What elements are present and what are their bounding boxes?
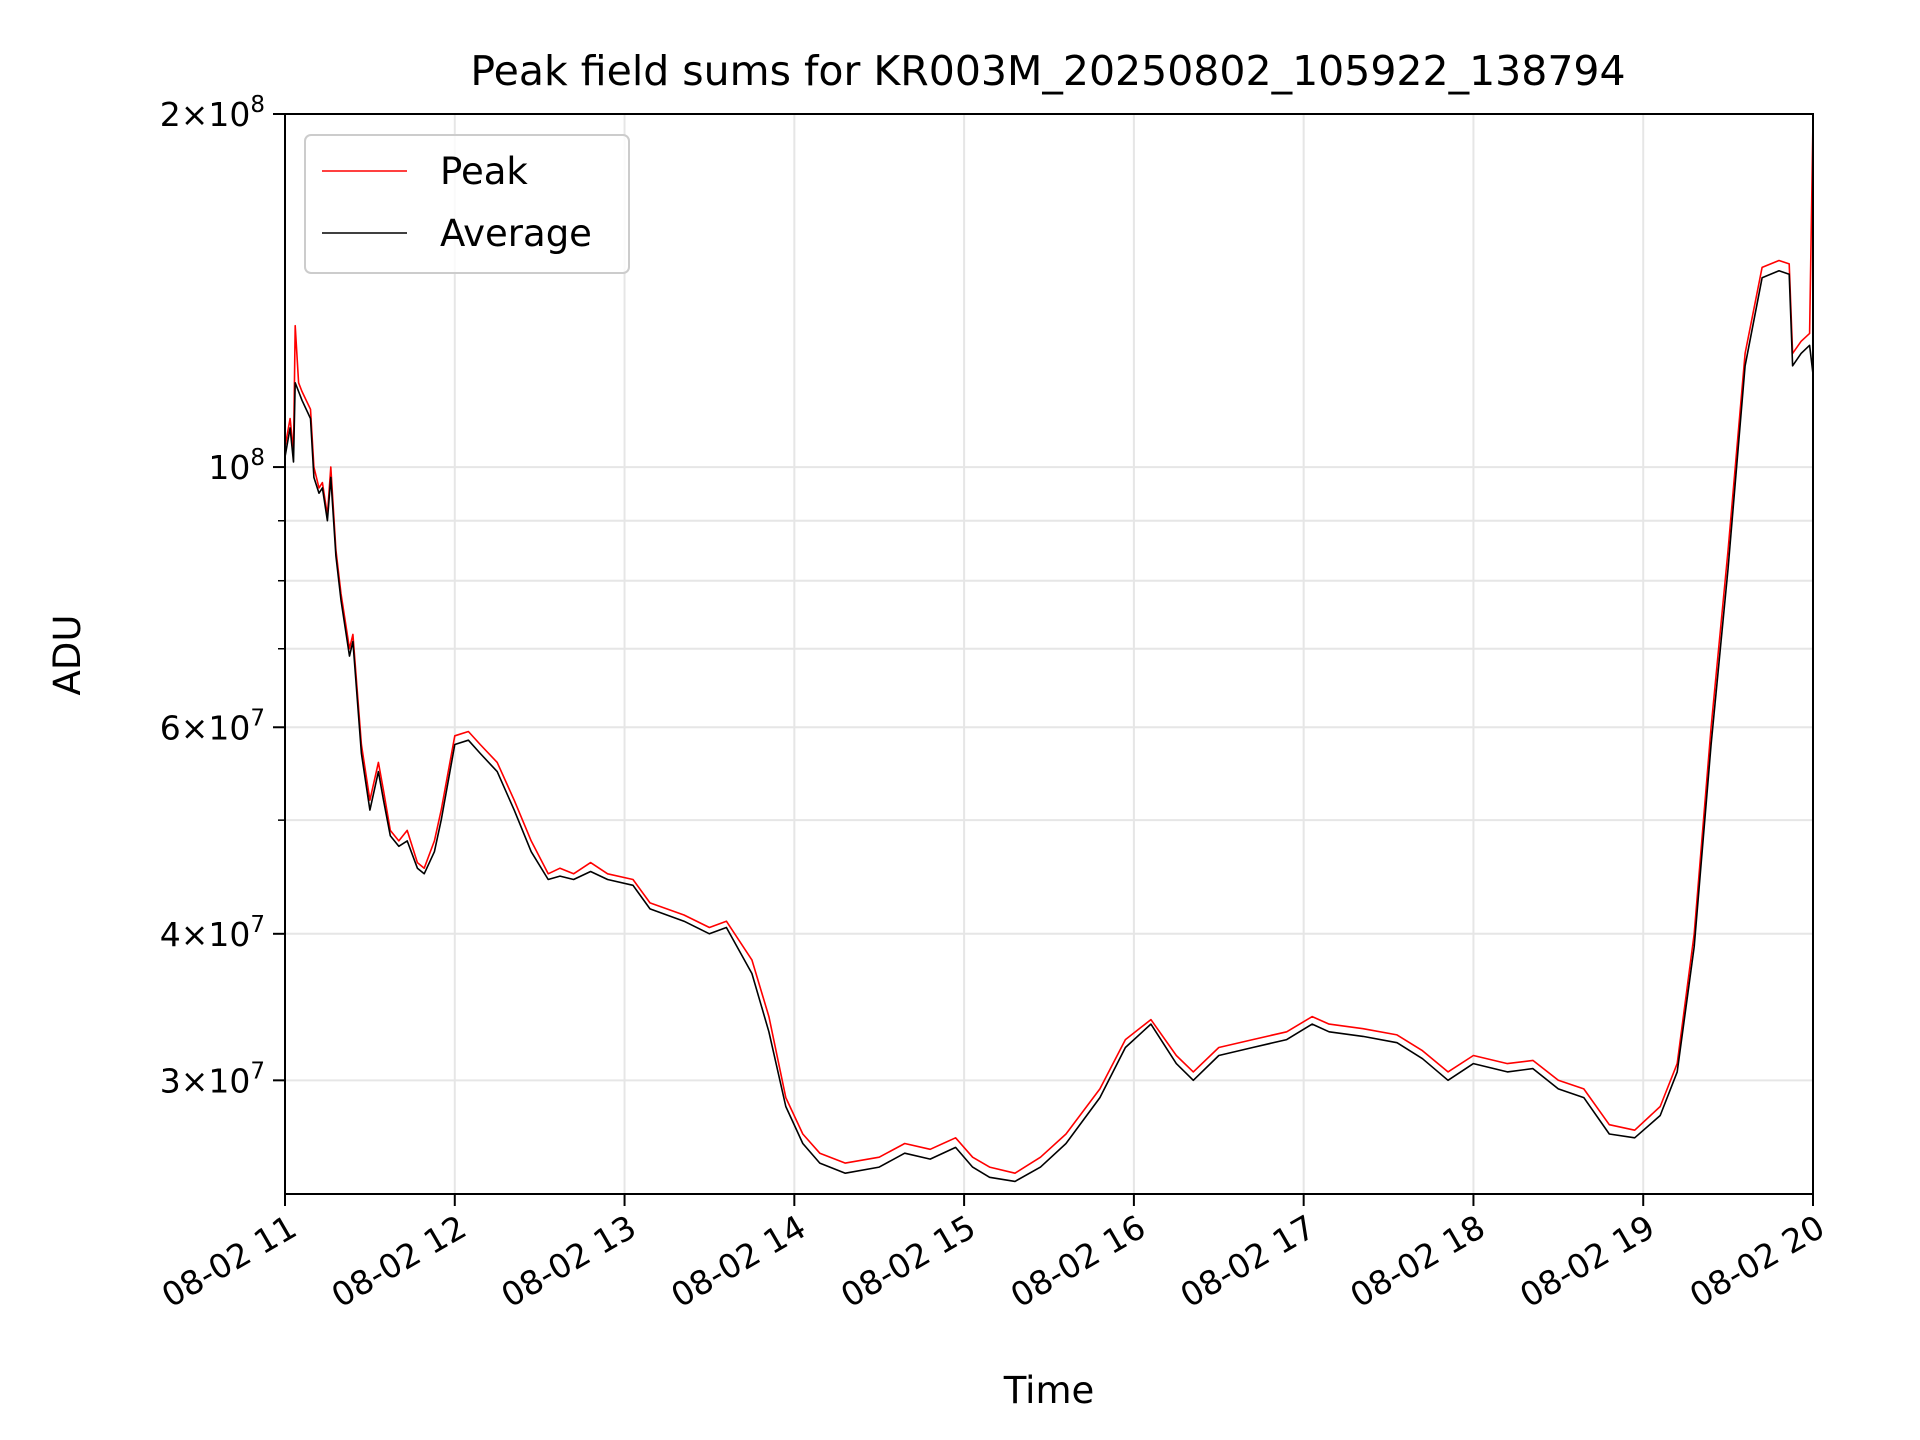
chart-title: Peak field sums for KR003M_20250802_1059… — [470, 47, 1625, 95]
y-tick-label: 3×107 — [160, 1058, 265, 1100]
y-axis-label: ADU — [46, 615, 89, 696]
y-tick-label: 6×107 — [160, 705, 265, 747]
legend-box — [304, 134, 630, 274]
y-tick-label: 2×108 — [160, 92, 265, 134]
legend: Peak Average — [304, 134, 630, 274]
plot-frame — [284, 113, 1814, 1195]
legend-label-average: Average — [440, 212, 592, 255]
legend-label-peak: Peak — [440, 150, 528, 193]
y-tick-label: 108 — [208, 445, 265, 487]
series-line-average — [284, 270, 1814, 1183]
y-axis: 3×107 4×107 6×107 108 2×108 — [160, 92, 285, 1100]
plot-series — [284, 119, 1814, 1183]
y-tick-label: 4×107 — [160, 912, 265, 954]
x-axis-label: Time — [1003, 1369, 1095, 1412]
